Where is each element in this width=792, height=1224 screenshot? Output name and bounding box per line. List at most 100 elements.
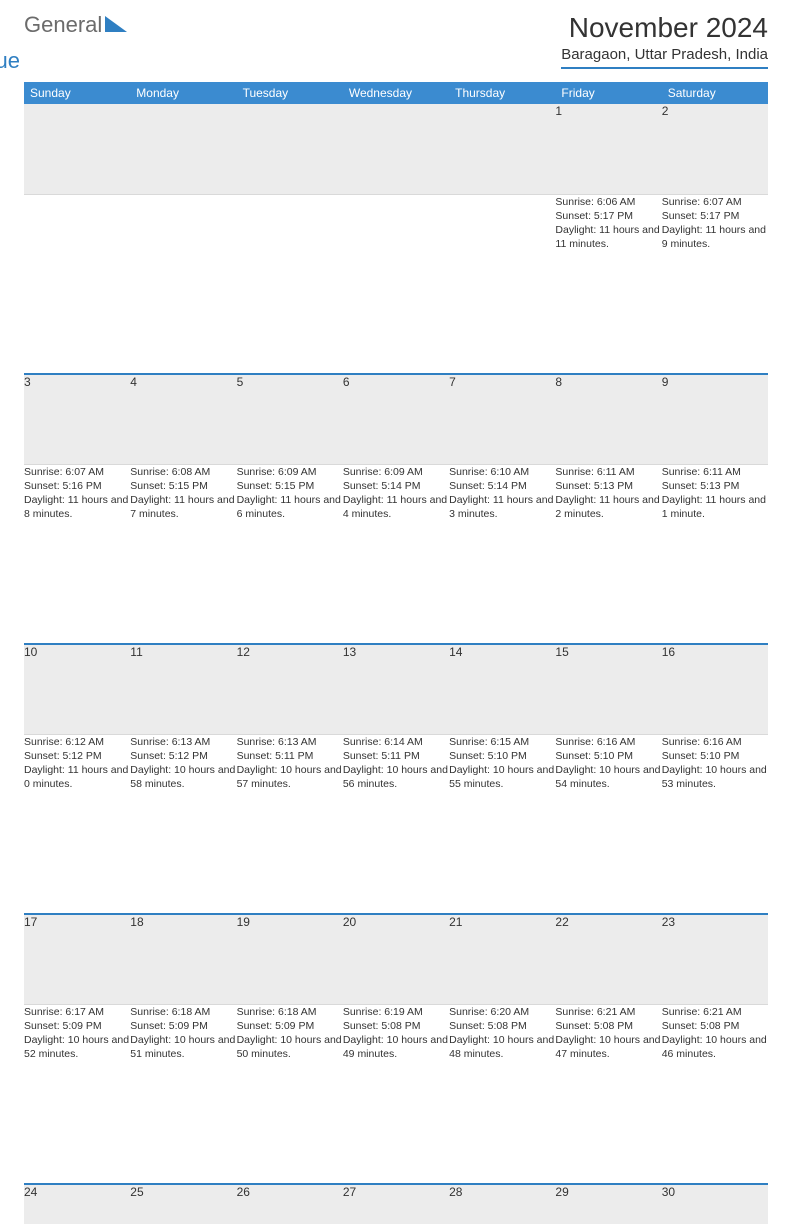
day-number-row: 10111213141516 (24, 644, 768, 734)
weekday-header: Friday (555, 82, 661, 104)
weekday-header: Monday (130, 82, 236, 104)
brand-part1: General (24, 12, 102, 37)
day-content-cell: Sunrise: 6:10 AMSunset: 5:14 PMDaylight:… (449, 464, 555, 554)
day-content-cell: Sunrise: 6:16 AMSunset: 5:10 PMDaylight:… (662, 734, 768, 824)
day-number-cell (24, 104, 130, 194)
sunrise-line: Sunrise: 6:15 AM (449, 736, 529, 748)
day-number-cell: 12 (237, 644, 343, 734)
weekday-header: Wednesday (343, 82, 449, 104)
week-separator (24, 284, 768, 374)
day-content-cell: Sunrise: 6:20 AMSunset: 5:08 PMDaylight:… (449, 1004, 555, 1094)
week-separator (24, 824, 768, 914)
day-content-cell: Sunrise: 6:19 AM Sunset: 5:08 PM Daylight:… (343, 1004, 449, 1094)
sunrise-line: Sunrise: 6:12 AM (24, 736, 104, 748)
sunrise-line: Sunrise: 6:11 AM (555, 466, 634, 478)
daylight-line: Daylight: 10 hours and 49 minutes. (343, 1034, 448, 1060)
day-number-cell: 28 (449, 1184, 555, 1224)
sunset-line: Sunset: 5:08 PM (343, 1020, 421, 1032)
sunset-line: Sunset: 5:10 PM (449, 750, 527, 762)
day-content-cell: Sunrise: 6:09 AMSunset: 5:15 PMDaylight:… (237, 464, 343, 554)
sunset-line: Sunset: 5:11 PM (237, 750, 314, 762)
sunset-line: Sunset: 5:08 PM (449, 1020, 527, 1032)
sunset-line: Sunset: 5:13 PM (662, 480, 740, 492)
day-content-cell: Sunrise: 6:11 AMSunset: 5:13 PMDaylight:… (662, 464, 768, 554)
daylight-line: Daylight: 10 hours and 46 minutes. (662, 1034, 767, 1060)
month-title: November 2024 (561, 12, 768, 44)
day-number-cell: 8 (555, 374, 661, 464)
sunset-line: Sunset: 5:10 PM (662, 750, 740, 762)
day-content-row: Sunrise: 6:17 AMSunset: 5:09 PMDaylight:… (24, 1004, 768, 1094)
day-content-row: Sunrise: 6:12 AMSunset: 5:12 PMDaylight:… (24, 734, 768, 824)
daylight-line: Daylight: 10 hours and 55 minutes. (449, 764, 554, 790)
day-number-cell (237, 104, 343, 194)
daylight-line: Daylight: 10 hours and 50 minutes. (237, 1034, 342, 1060)
sunset-line: Sunset: 5:08 PM (662, 1020, 740, 1032)
day-content-cell: Sunrise: 6:14 AMSunset: 5:11 PMDaylight:… (343, 734, 449, 824)
daylight-line: Daylight: 10 hours and 54 minutes. (555, 764, 660, 790)
sunrise-line: Sunrise: 6:13 AM (237, 736, 317, 748)
day-number-cell: 29 (555, 1184, 661, 1224)
weekday-header: Sunday (24, 82, 130, 104)
sunset-line: Sunset: 5:15 PM (130, 480, 208, 492)
weekday-header: Thursday (449, 82, 555, 104)
day-number-cell (449, 104, 555, 194)
sunset-line: Sunset: 5:17 PM (555, 210, 633, 222)
day-content-cell: Sunrise: 6:21 AMSunset: 5:08 PMDaylight:… (555, 1004, 661, 1094)
day-number-cell: 2 (662, 104, 768, 194)
day-number-row: 3456789 (24, 374, 768, 464)
day-content-cell: Sunrise: 6:18 AMSunset: 5:09 PMDaylight:… (130, 1004, 236, 1094)
day-number-row: 24252627282930 (24, 1184, 768, 1224)
sunrise-line: Sunrise: 6:19 AM (343, 1006, 423, 1018)
week-separator (24, 1094, 768, 1184)
day-content-row: Sunrise: 6:07 AMSunset: 5:16 PMDaylight:… (24, 464, 768, 554)
daylight-line: Daylight: 11 hours and 7 minutes. (130, 494, 234, 520)
sunset-line: Sunset: 5:14 PM (449, 480, 527, 492)
day-content-cell: Sunrise: 6:11 AMSunset: 5:13 PMDaylight:… (555, 464, 661, 554)
sunrise-line: Sunrise: 6:06 AM (555, 196, 635, 208)
sunrise-line: Sunrise: 6:08 AM (130, 466, 210, 478)
daylight-line: Daylight: 10 hours and 47 minutes. (555, 1034, 660, 1060)
sunrise-line: Sunrise: 6:09 AM (237, 466, 317, 478)
day-content-cell: Sunrise: 6:08 AM Sunset: 5:15 PM Daylight:… (130, 464, 236, 554)
day-number-cell: 5 (237, 374, 343, 464)
day-number-row: 12 (24, 104, 768, 194)
daylight-line: Daylight: 11 hours and 8 minutes. (24, 494, 128, 520)
day-number-cell: 16 (662, 644, 768, 734)
day-number-cell: 19 (237, 914, 343, 1004)
daylight-line: Daylight: 11 hours and 11 minutes. (555, 224, 659, 250)
sunset-line: Sunset: 5:16 PM (24, 480, 102, 492)
daylight-line: Daylight: 10 hours and 53 minutes. (662, 764, 767, 790)
sunset-line: Sunset: 5:08 PM (555, 1020, 633, 1032)
day-number-cell: 7 (449, 374, 555, 464)
day-content-cell (24, 194, 130, 284)
daylight-line: Daylight: 11 hours and 2 minutes. (555, 494, 659, 520)
day-content-cell (130, 194, 236, 284)
day-number-cell: 9 (662, 374, 768, 464)
weekday-header: Tuesday (237, 82, 343, 104)
daylight-line: Daylight: 10 hours and 58 minutes. (130, 764, 235, 790)
day-content-cell: Sunrise: 6:13 AMSunset: 5:11 PMDaylight:… (237, 734, 343, 824)
day-content-cell: Sunrise: 6:06 AM Sunset: 5:17 PM Daylight:… (555, 194, 661, 284)
title-rule (561, 67, 768, 69)
day-number-cell: 15 (555, 644, 661, 734)
daylight-line: Daylight: 11 hours and 0 minutes. (24, 764, 128, 790)
sunrise-line: Sunrise: 6:18 AM (130, 1006, 210, 1018)
day-content-cell: Sunrise: 6:12 AMSunset: 5:12 PMDaylight:… (24, 734, 130, 824)
daylight-line: Daylight: 10 hours and 51 minutes. (130, 1034, 235, 1060)
sunset-line: Sunset: 5:12 PM (130, 750, 208, 762)
day-number-cell: 10 (24, 644, 130, 734)
day-number-cell: 26 (237, 1184, 343, 1224)
weekday-header: Saturday (662, 82, 768, 104)
calendar-page: General Blue November 2024 Baragaon, Utt… (0, 0, 792, 1224)
day-content-cell: Sunrise: 6:15 AM Sunset: 5:10 PM Daylight:… (449, 734, 555, 824)
sunrise-line: Sunrise: 6:16 AM (555, 736, 635, 748)
day-number-cell: 17 (24, 914, 130, 1004)
day-content-cell: Sunrise: 6:09 AMSunset: 5:14 PMDaylight:… (343, 464, 449, 554)
day-content-cell: Sunrise: 6:21 AMSunset: 5:08 PMDaylight:… (662, 1004, 768, 1094)
day-number-cell (343, 104, 449, 194)
daylight-line: Daylight: 11 hours and 9 minutes. (662, 224, 766, 250)
day-number-cell: 23 (662, 914, 768, 1004)
week-separator (24, 554, 768, 644)
daylight-line: Daylight: 11 hours and 4 minutes. (343, 494, 447, 520)
daylight-line: Daylight: 11 hours and 3 minutes. (449, 494, 553, 520)
